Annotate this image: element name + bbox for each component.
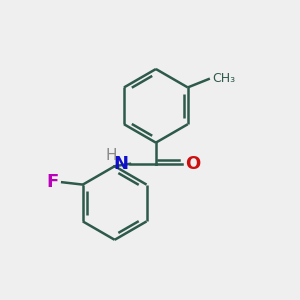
Text: CH₃: CH₃ [212,72,235,85]
Text: N: N [113,155,128,173]
Text: O: O [185,155,201,173]
Text: H: H [106,148,118,163]
Text: F: F [46,173,58,191]
